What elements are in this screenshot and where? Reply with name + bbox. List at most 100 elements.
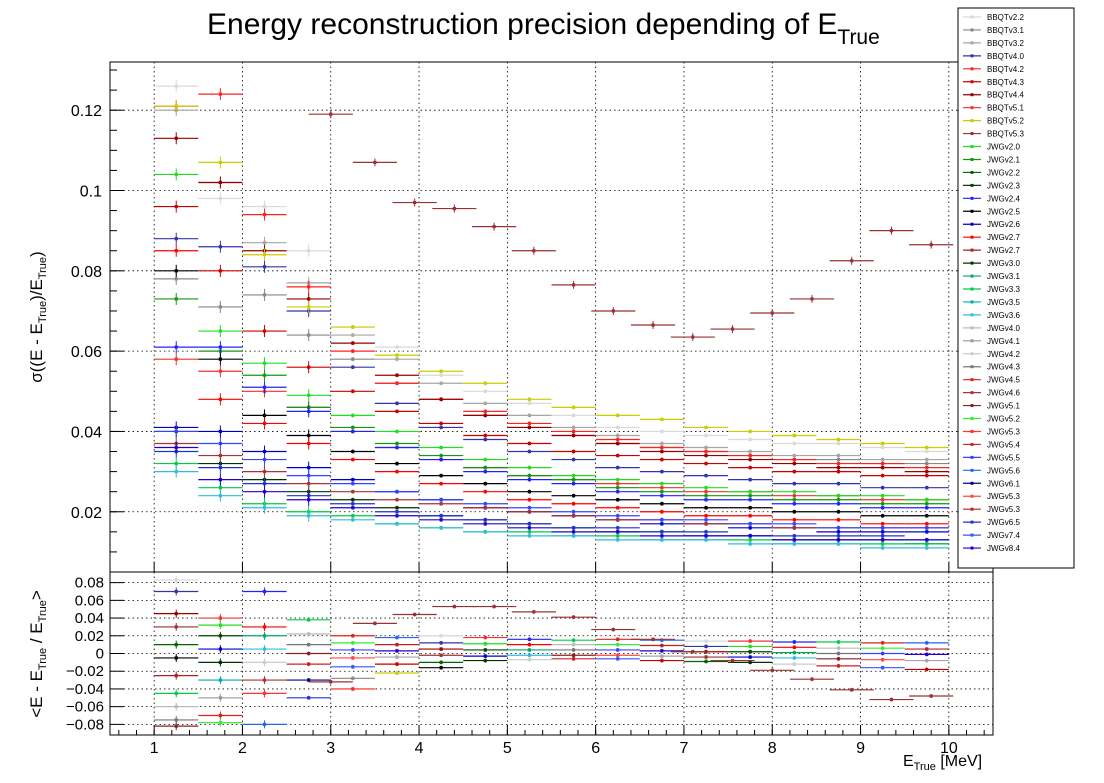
- series-point: [748, 429, 752, 434]
- y-tick-label: −0.02: [66, 663, 104, 680]
- series-point: [704, 498, 708, 502]
- series-point: [660, 486, 664, 490]
- series-point: [395, 429, 399, 434]
- x-tick-label: 4: [415, 740, 424, 757]
- series-point: [307, 441, 311, 446]
- bias-point: [262, 691, 267, 695]
- bias-point: [262, 589, 267, 594]
- series-point: [527, 397, 532, 401]
- bias-point: [262, 678, 267, 682]
- bias-point: [218, 616, 222, 620]
- bias-point: [792, 651, 796, 655]
- legend-label: JWGv4.6: [987, 389, 1020, 398]
- bias-point: [881, 646, 885, 650]
- series-point: [262, 421, 267, 426]
- series-point: [483, 530, 487, 534]
- legend-swatch-marker: [970, 326, 974, 330]
- bias-point: [881, 658, 885, 662]
- series-point: [307, 465, 311, 470]
- bottom-plot-series: [154, 575, 954, 731]
- series-point: [439, 474, 443, 478]
- bias-point: [925, 658, 929, 663]
- y-tick-label: 0.06: [71, 344, 102, 361]
- series-point: [439, 425, 443, 430]
- series-point: [748, 490, 752, 494]
- series-point: [483, 490, 487, 494]
- series-point: [925, 470, 929, 474]
- legend-entry: BBQTv5.1: [963, 104, 1024, 113]
- legend-entry: BBQTv5.3: [963, 130, 1024, 139]
- legend-entry: JWGv6.5: [963, 518, 1020, 527]
- legend-swatch-marker: [970, 170, 974, 174]
- series-point: [616, 526, 620, 530]
- series-point: [483, 381, 487, 385]
- series-point: [571, 530, 576, 534]
- series-point: [571, 478, 576, 482]
- series-point: [881, 514, 885, 518]
- series-point: [704, 494, 708, 498]
- series-point: [218, 92, 222, 96]
- series-point: [616, 478, 620, 482]
- series-point: [660, 510, 664, 514]
- series-point: [792, 441, 796, 446]
- series-point: [571, 433, 576, 438]
- series-point: [836, 461, 841, 466]
- legend-swatch-marker: [970, 313, 974, 317]
- series-point: [395, 445, 399, 450]
- series-point: [881, 502, 885, 506]
- series-point: [792, 494, 796, 498]
- legend-swatch-marker: [970, 235, 974, 239]
- series-point: [262, 373, 267, 377]
- series-point: [439, 498, 443, 502]
- series-point: [218, 196, 222, 201]
- series-point: [351, 425, 355, 430]
- series-point: [439, 381, 443, 385]
- highlight-point: [889, 229, 894, 233]
- series-point: [174, 445, 178, 450]
- series-point: [660, 441, 664, 446]
- bias-point: [307, 618, 311, 622]
- y-tick-label: 0.12: [71, 103, 102, 120]
- series-point: [925, 546, 929, 550]
- series-point: [218, 245, 222, 249]
- bottom-y-axis-label: <E - ETrue / ETrue>: [27, 590, 49, 718]
- series-point: [527, 522, 532, 526]
- legend-entry: JWGv4.6: [963, 389, 1020, 398]
- series-point: [174, 461, 178, 466]
- bias-point: [527, 658, 532, 662]
- series-point: [483, 433, 487, 438]
- bias-point: [174, 674, 178, 678]
- series-point: [660, 429, 664, 434]
- series-point: [792, 534, 796, 538]
- series-point: [704, 518, 708, 522]
- legend-entry: JWGv3.1: [963, 272, 1020, 281]
- highlight-point: [850, 259, 854, 263]
- bias-point: [307, 632, 311, 636]
- series-point: [527, 425, 532, 430]
- bias-point: [351, 648, 355, 652]
- x-tick-label: 2: [238, 740, 247, 757]
- series-point: [704, 474, 708, 478]
- series-point: [307, 285, 311, 289]
- series-point: [439, 397, 443, 401]
- legend-entry: BBQTv4.4: [963, 91, 1024, 100]
- series-point: [616, 453, 620, 458]
- highlight-point: [611, 309, 615, 313]
- series-point: [925, 522, 929, 526]
- legend-swatch-marker: [970, 404, 974, 408]
- bias-point: [925, 641, 929, 645]
- series-point: [616, 486, 620, 490]
- series-point: [836, 542, 841, 546]
- x-tick-label: 6: [591, 740, 600, 757]
- legend-entry: JWGv2.6: [963, 220, 1020, 229]
- series-point: [748, 542, 752, 546]
- series-point: [571, 482, 576, 486]
- series-point: [174, 249, 178, 253]
- highlight-point: [651, 323, 655, 327]
- bias-point: [395, 643, 399, 647]
- bias-highlight-point: [850, 688, 854, 692]
- series-point: [262, 241, 267, 245]
- x-tick-label: 9: [856, 740, 865, 757]
- series-point: [748, 437, 752, 442]
- series-point: [881, 526, 885, 530]
